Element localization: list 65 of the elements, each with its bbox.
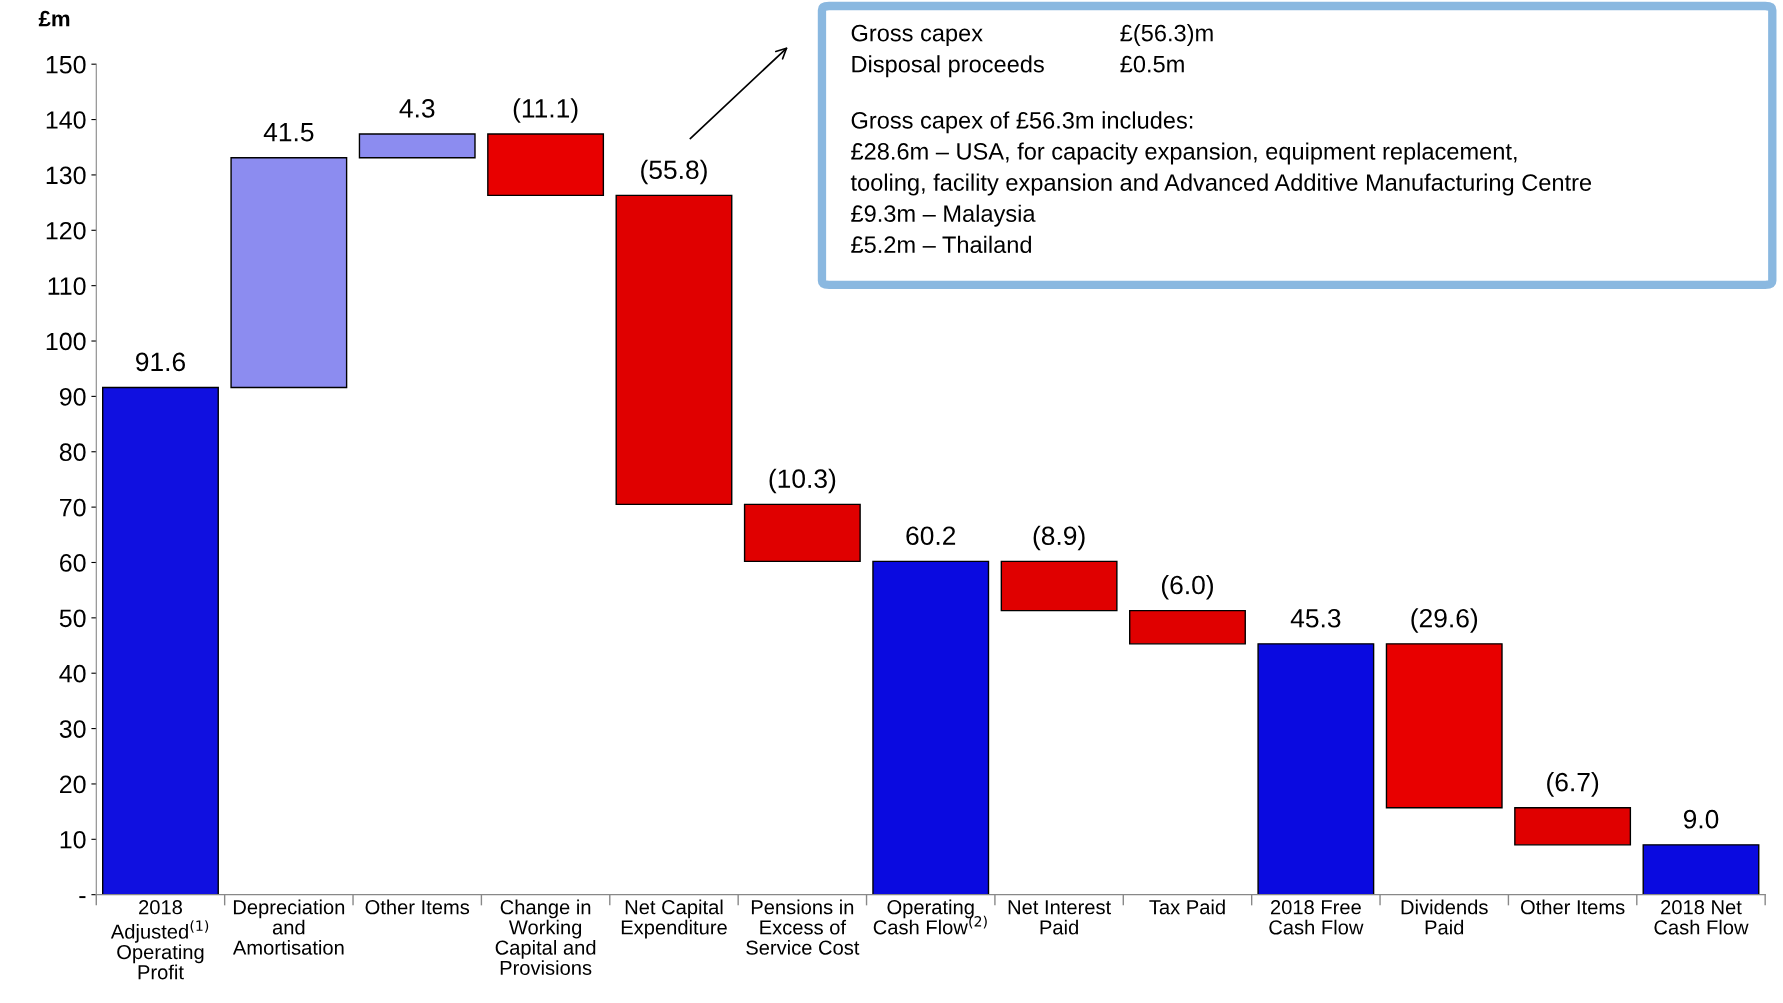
y-tick-label: 20 <box>60 775 86 794</box>
data-label: (6.7) <box>1547 772 1599 797</box>
y-tick-label: - <box>79 896 86 899</box>
data-label: (11.1) <box>513 98 578 123</box>
bar <box>615 194 733 506</box>
bar <box>1385 643 1503 809</box>
x-tick-label: 2018 Adjusted$^{(1)}$ Operating Profit <box>110 900 209 980</box>
y-tick-label: 70 <box>60 498 86 517</box>
bar <box>1000 560 1118 612</box>
y-tick-label: 130 <box>46 166 86 185</box>
data-label: 9.0 <box>1683 809 1719 829</box>
bar <box>487 133 605 197</box>
annotation: £28.6m – USA, for capacity expansion, equipment replacement, <box>851 142 1517 165</box>
data-label: 41.5 <box>263 123 314 142</box>
y-tick-label: 10 <box>60 830 86 849</box>
annotation: £9.3m – Malaysia <box>851 204 1036 227</box>
bar <box>743 503 861 563</box>
bar <box>1257 643 1375 895</box>
y-axis-title: £m <box>38 10 70 27</box>
bar <box>1129 609 1246 645</box>
data-label: 60.2 <box>906 526 956 546</box>
text: £(56.3)m <box>1120 24 1213 47</box>
y-tick-label: 40 <box>59 664 86 683</box>
x-tick-label: Change in Working Capital and Provisions <box>495 899 596 976</box>
bar <box>872 560 990 895</box>
y-tick-label: 90 <box>59 387 86 406</box>
y-tick-label: 120 <box>46 221 86 240</box>
x-tick-label: 2018 Free Cash Flow <box>1269 900 1364 935</box>
text: Gross capex <box>851 24 983 47</box>
bar <box>230 157 348 389</box>
data-label: 91.6 <box>136 352 185 372</box>
y-tick-label: 80 <box>59 443 86 462</box>
y-tick-label: 60 <box>60 554 86 572</box>
bar <box>1514 807 1632 846</box>
x-tick-label: Other Items <box>365 899 470 915</box>
annotation: tooling, facility expansion and Advanced Additive Manufacturing Centre <box>850 173 1592 196</box>
data-label: 4.3 <box>399 98 435 118</box>
x-tick-label: Tax Paid <box>1149 899 1225 915</box>
data-label: (10.3) <box>769 468 836 494</box>
data-label: (55.8) <box>641 159 707 185</box>
y-tick-label: 140 <box>46 111 86 129</box>
y-tick-label: 50 <box>59 609 86 628</box>
x-tick-label: Net Interest Paid <box>1008 900 1112 935</box>
x-tick-label: Other Items <box>1520 899 1625 915</box>
data-label: 45.3 <box>1290 608 1341 628</box>
x-tick-label: 2018 Net Cash Flow <box>1654 900 1749 935</box>
annotation: Gross capex of £56.3m includes: <box>851 111 1193 134</box>
x-tick-label: Dividends Paid <box>1401 899 1488 935</box>
y-tick-label: 100 <box>46 332 86 351</box>
x-tick-label: Net Capital Expenditure <box>621 899 727 939</box>
annotation: £5.2m – Thailand <box>851 235 1031 254</box>
annotation: Disposal proceeds <box>852 55 1044 78</box>
x-tick-label: Operating Cash Flow$^{(2)}$ <box>873 899 987 935</box>
data-label: (8.9) <box>1033 525 1085 551</box>
annotation: £0.5m <box>1120 55 1184 73</box>
bar <box>102 386 219 895</box>
data-label: (6.0) <box>1161 574 1213 600</box>
x-tick-label: Depreciation and Amortisation <box>232 899 345 955</box>
y-tick-label: 150 <box>46 55 86 74</box>
y-tick-label: 110 <box>48 277 86 295</box>
bar <box>358 133 476 159</box>
data-label: (29.6) <box>1411 608 1478 633</box>
x-tick-label: Pensions in Excess of Service Cost <box>746 899 860 955</box>
bar <box>1642 844 1760 895</box>
y-tick-label: 30 <box>59 720 86 738</box>
